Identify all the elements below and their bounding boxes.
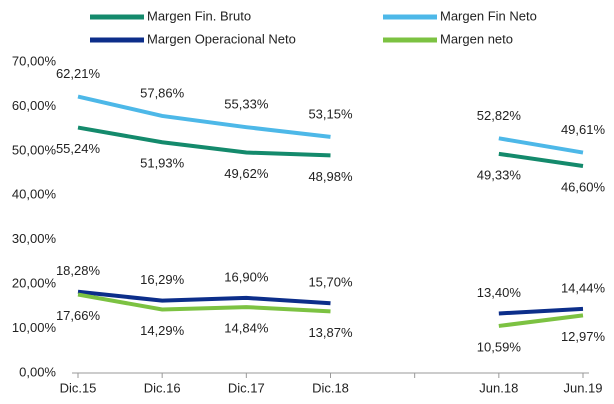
data-label: 55,33%	[224, 97, 269, 112]
data-label: 13,87%	[308, 325, 353, 340]
data-label: 13,40%	[477, 285, 522, 300]
y-tick-label: 0,00%	[19, 364, 56, 379]
data-label: 51,93%	[140, 156, 185, 171]
legend-label: Margen Operacional Neto	[147, 31, 296, 46]
data-label: 12,97%	[561, 329, 606, 344]
x-tick-label: Dic.18	[312, 380, 349, 395]
y-tick-label: 60,00%	[12, 98, 57, 113]
data-label: 14,84%	[224, 321, 269, 336]
data-label: 14,44%	[561, 280, 606, 295]
legend-label: Margen Fin Neto	[440, 8, 537, 23]
y-tick-label: 50,00%	[12, 142, 57, 157]
data-label: 17,66%	[56, 308, 101, 323]
data-label: 18,28%	[56, 263, 101, 278]
y-tick-label: 10,00%	[12, 320, 57, 335]
data-label: 48,98%	[308, 169, 353, 184]
y-tick-label: 30,00%	[12, 231, 57, 246]
x-tick-label: Dic.15	[60, 380, 97, 395]
data-label: 15,70%	[308, 275, 353, 290]
data-label: 53,15%	[308, 106, 353, 121]
y-tick-label: 70,00%	[12, 53, 57, 68]
data-label: 57,86%	[140, 85, 185, 100]
series-line	[77, 289, 584, 316]
data-label: 16,29%	[140, 272, 185, 287]
x-tick-label: Dic.16	[144, 380, 181, 395]
data-label: 10,59%	[477, 339, 522, 354]
legend-label: Margen neto	[440, 31, 513, 46]
data-label: 55,24%	[56, 141, 101, 156]
x-tick-label: Dic.17	[228, 380, 265, 395]
data-label: 16,90%	[224, 269, 269, 284]
x-tick-label: Jun.18	[479, 380, 518, 395]
x-tick-label: Jun.19	[563, 380, 602, 395]
data-label: 52,82%	[477, 108, 522, 123]
data-label: 14,29%	[140, 323, 185, 338]
data-label: 49,62%	[224, 166, 269, 181]
series-line	[77, 94, 584, 155]
y-tick-label: 40,00%	[12, 187, 57, 202]
series-line	[77, 292, 584, 328]
legend-label: Margen Fin. Bruto	[147, 8, 251, 23]
y-tick-label: 20,00%	[12, 276, 57, 291]
data-label: 49,33%	[477, 167, 522, 182]
data-label: 62,21%	[56, 66, 101, 81]
data-label: 49,61%	[561, 122, 606, 137]
series-line	[77, 125, 584, 168]
data-label: 46,60%	[561, 179, 606, 194]
